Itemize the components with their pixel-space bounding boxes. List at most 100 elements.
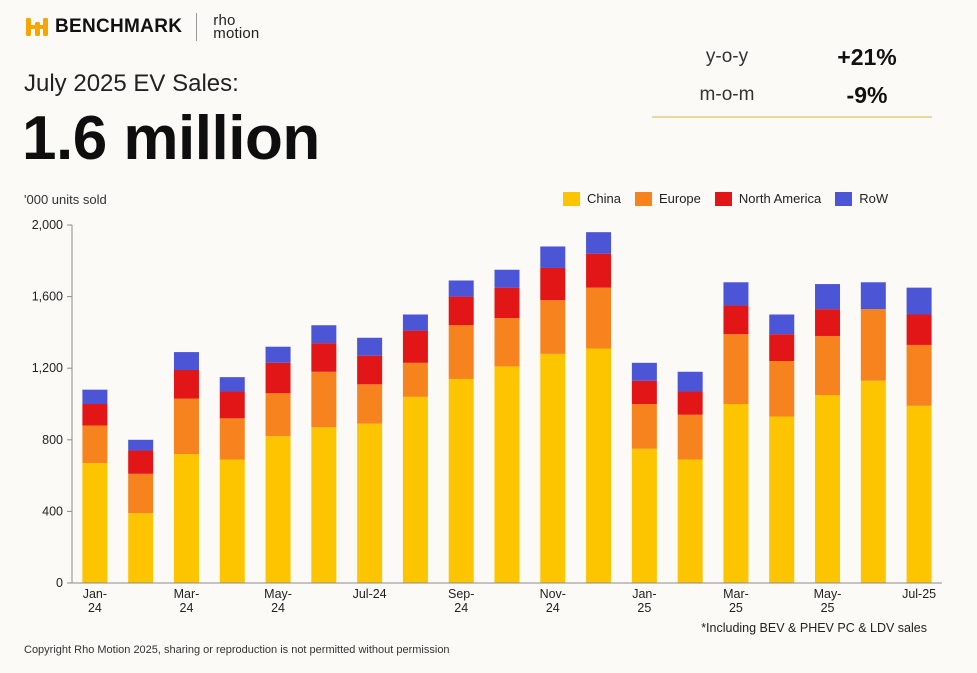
x-tick-label-may-25-line2: 25 <box>821 601 835 615</box>
rho-motion-logo-line1: rho <box>213 12 236 29</box>
bar-china-jan-25 <box>631 448 657 583</box>
y-tick-label-0: 0 <box>56 576 63 590</box>
x-tick-label-jul-24-line1: Jul-24 <box>353 587 387 601</box>
y-tick-label-1600: 1,600 <box>32 290 63 304</box>
rho-motion-logo-line2: motion <box>213 25 260 42</box>
bar-europe-mar-24 <box>173 398 199 455</box>
x-tick-label-may-24-line2: 24 <box>271 601 285 615</box>
bar-north-america-mar-25 <box>723 305 749 335</box>
logo-divider <box>196 13 198 41</box>
bar-north-america-aug-24 <box>402 330 428 363</box>
legend-label-europe: Europe <box>658 191 701 206</box>
bar-north-america-nov-24 <box>540 267 566 301</box>
legend-item-north-america: North America <box>714 191 821 206</box>
kpi-row-mom: m-o-m -9% <box>652 76 932 114</box>
bar-china-mar-25 <box>723 404 749 583</box>
legend-item-europe: Europe <box>634 191 701 206</box>
x-tick-label-mar-25-line1: Mar- <box>723 587 749 601</box>
bar-china-apr-25 <box>769 416 795 583</box>
bar-china-sep-24 <box>448 378 474 583</box>
kpi-value-yoy: +21% <box>837 43 897 70</box>
bar-north-america-jul-24 <box>357 355 383 385</box>
x-tick-label-mar-25-line2: 25 <box>729 601 743 615</box>
bar-row-apr-24 <box>219 377 245 392</box>
bar-europe-apr-24 <box>219 418 245 460</box>
kpi-label-yoy: y-o-y <box>705 46 749 67</box>
kpi-panel: y-o-y +21% m-o-m -9% <box>652 38 932 118</box>
bar-row-nov-24 <box>540 246 566 268</box>
benchmark-logo-text: BENCHMARK <box>55 16 183 37</box>
bar-row-feb-25 <box>677 371 703 392</box>
bar-row-oct-24 <box>494 269 520 288</box>
bar-china-nov-24 <box>540 353 566 583</box>
kpi-label-mom: m-o-m <box>699 84 755 105</box>
bar-north-america-apr-25 <box>769 334 795 362</box>
bar-europe-dec-24 <box>586 287 612 349</box>
bar-china-feb-25 <box>677 459 703 583</box>
x-tick-label-sep-24-line1: Sep- <box>448 587 474 601</box>
bar-north-america-jan-24 <box>82 404 108 426</box>
bar-row-dec-24 <box>586 232 612 254</box>
kpi-value-mom: -9% <box>846 81 888 108</box>
x-tick-label-jan-24-line2: 24 <box>88 601 102 615</box>
y-tick-label-2000: 2,000 <box>32 218 63 232</box>
bar-europe-jun-25 <box>860 309 886 381</box>
bar-europe-jul-25 <box>906 344 932 406</box>
kpi-row-yoy: y-o-y +21% <box>652 38 932 76</box>
bar-china-apr-24 <box>219 459 245 583</box>
bar-north-america-feb-25 <box>677 391 703 415</box>
bar-north-america-oct-24 <box>494 287 520 319</box>
x-tick-label-nov-24-line1: Nov- <box>540 587 566 601</box>
x-tick-label-jan-25-line2: 25 <box>637 601 651 615</box>
bar-north-america-jan-25 <box>631 380 657 404</box>
bar-row-apr-25 <box>769 314 795 335</box>
bar-europe-feb-24 <box>128 473 154 514</box>
bar-europe-jul-24 <box>357 384 383 424</box>
x-tick-label-may-25-line1: May- <box>814 587 842 601</box>
bar-europe-nov-24 <box>540 300 566 354</box>
bar-north-america-dec-24 <box>586 253 612 288</box>
legend-label-row: RoW <box>859 191 889 206</box>
bar-china-may-24 <box>265 436 291 583</box>
bar-china-jun-25 <box>860 380 886 583</box>
x-tick-label-mar-24-line2: 24 <box>180 601 194 615</box>
x-tick-label-mar-24-line1: Mar- <box>174 587 200 601</box>
copyright-notice: Copyright Rho Motion 2025, sharing or re… <box>24 644 450 656</box>
legend-swatch-china <box>563 191 580 206</box>
y-axis-unit-label: '000 units sold <box>24 192 107 207</box>
bar-europe-feb-25 <box>677 414 703 460</box>
kpi-divider <box>652 116 932 118</box>
x-tick-label-sep-24-line2: 24 <box>454 601 468 615</box>
bar-china-jul-24 <box>357 423 383 583</box>
legend-item-china: China <box>563 191 621 206</box>
bar-north-america-apr-24 <box>219 391 245 419</box>
x-tick-label-jan-24-line1: Jan- <box>83 587 107 601</box>
legend-item-row: RoW <box>835 191 888 206</box>
legend-swatch-north-america <box>714 191 732 206</box>
page-headline: 1.6 million <box>22 104 320 173</box>
bar-row-jun-25 <box>860 282 886 310</box>
bar-china-jul-25 <box>906 405 932 583</box>
bar-europe-jun-24 <box>311 371 337 428</box>
bar-china-jun-24 <box>311 427 337 583</box>
page-subtitle: July 2025 EV Sales: <box>24 70 239 97</box>
logo-row: BENCHMARK rho motion <box>24 10 259 44</box>
bar-row-jun-24 <box>311 325 337 344</box>
bar-north-america-jul-25 <box>906 314 932 345</box>
bar-europe-may-25 <box>815 335 841 396</box>
bar-north-america-feb-24 <box>128 450 154 474</box>
bar-row-jan-25 <box>631 362 657 381</box>
bar-china-aug-24 <box>402 396 428 583</box>
bar-europe-jan-24 <box>82 425 108 464</box>
y-tick-label-800: 800 <box>42 433 63 447</box>
bar-china-may-25 <box>815 395 841 583</box>
bar-row-mar-24 <box>173 352 199 370</box>
bar-row-feb-24 <box>128 439 154 451</box>
bar-europe-may-24 <box>265 393 291 437</box>
bar-row-jan-24 <box>82 389 108 404</box>
bar-china-jan-24 <box>82 463 108 583</box>
bar-row-sep-24 <box>448 280 474 297</box>
bar-north-america-may-25 <box>815 309 841 336</box>
x-tick-label-nov-24-line2: 24 <box>546 601 560 615</box>
